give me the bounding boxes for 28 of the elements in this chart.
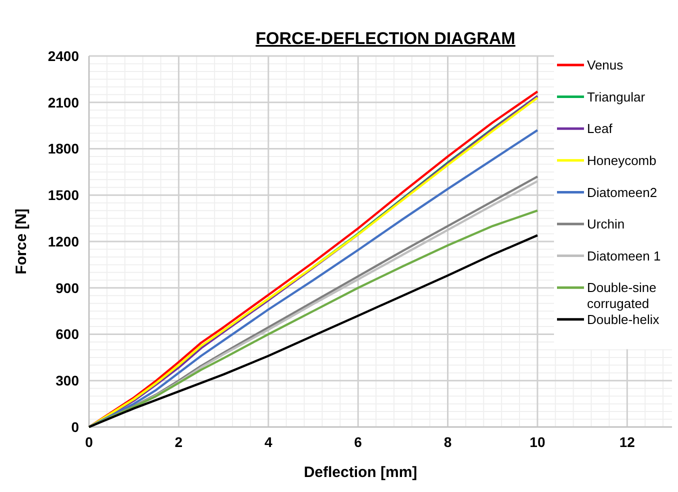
x-tick-label: 10 (530, 434, 546, 450)
legend-label: Diatomeen 1 (587, 248, 661, 264)
y-tick-label: 2400 (48, 48, 80, 64)
legend-label: Triangular (587, 89, 646, 104)
y-tick-label: 1500 (48, 187, 80, 204)
x-axis-title: Deflection [mm] (304, 464, 418, 481)
y-axis-title: Force [N] (13, 208, 30, 274)
y-tick-label: 2100 (48, 94, 80, 110)
legend-label: Double-sine corrugated (587, 280, 656, 311)
x-tick-label: 0 (85, 434, 94, 450)
x-tick-label: 12 (619, 434, 636, 450)
x-tick-label: 2 (174, 434, 183, 450)
y-tick-label: 1200 (48, 233, 80, 250)
y-tick-label: 0 (71, 418, 80, 435)
x-tick-label: 8 (444, 434, 452, 450)
legend-label: Urchin (587, 216, 625, 232)
x-tick-label: 6 (354, 434, 362, 450)
x-tick-label: 4 (264, 434, 272, 450)
chart-title: FORCE-DEFLECTION DIAGRAM (256, 29, 516, 48)
legend-label: Leaf (587, 121, 613, 136)
legend-label: Diatomeen2 (587, 184, 658, 200)
legend-label: Honeycomb (587, 152, 656, 168)
y-tick-label: 600 (56, 326, 80, 342)
legend-label: Venus (587, 58, 624, 73)
y-tick-label: 300 (56, 372, 80, 389)
y-tick-label: 1800 (48, 140, 80, 157)
legend-label: Double-helix (587, 312, 660, 327)
y-tick-label: 900 (56, 280, 80, 296)
